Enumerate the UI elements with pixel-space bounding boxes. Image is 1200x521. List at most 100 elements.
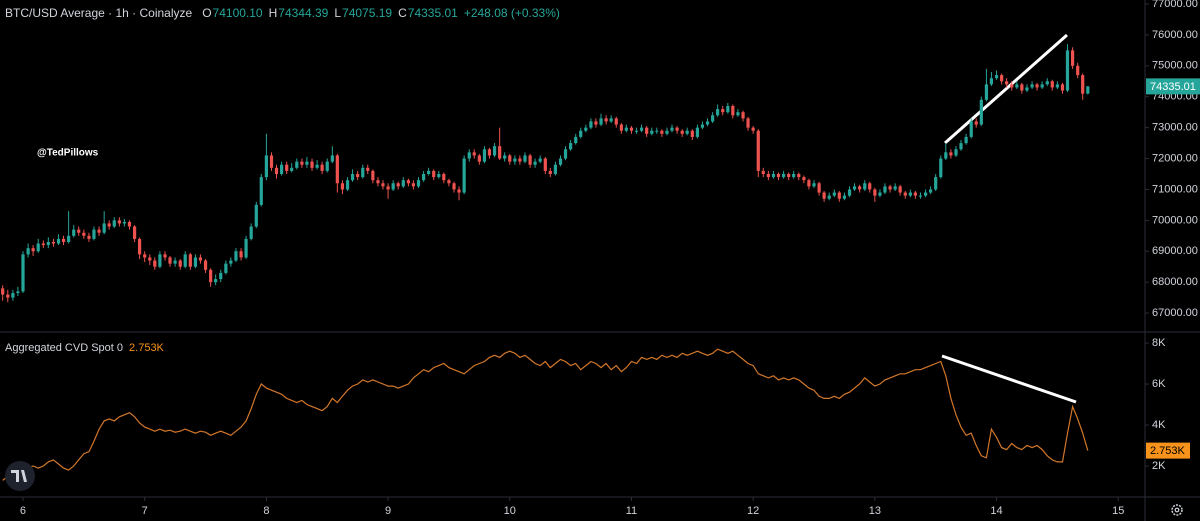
candle-body [604,118,608,122]
candle-body [776,173,781,178]
candle-body [731,106,735,116]
candle-body [381,183,385,187]
candle-body [168,257,172,264]
candle-body [690,130,694,137]
candle-body [705,121,710,125]
candle-body [908,192,912,196]
last-price-label: 74335.01 [1150,81,1196,93]
x-tick-label: 7 [142,505,148,517]
candle-body [158,254,162,267]
candle-body [198,257,203,261]
candle-body [619,124,623,131]
candle-body [888,186,892,190]
candle-body [574,136,578,144]
candle-body [320,164,324,171]
candle-body [315,164,319,168]
candle-body [107,223,111,227]
candle-body [660,130,664,134]
candle-body [802,177,806,181]
settings-button[interactable] [1171,504,1183,516]
candle-body [401,180,405,187]
x-tick-label: 15 [1112,505,1124,517]
candle-body [523,155,527,162]
y-tick-label: 4K [1152,419,1166,431]
candle-body [589,121,593,128]
candle-body [645,127,649,134]
candle-body [82,232,86,236]
candle-body [132,226,137,239]
candle-body [143,254,147,258]
candle-body [873,189,877,196]
candle-body [721,109,725,113]
legend-value: 74344.39 [278,6,328,20]
candle-body [781,173,786,178]
candle-body [1065,50,1070,91]
candle-body [650,130,654,134]
candle-body [178,260,182,267]
candle-body [1000,75,1004,82]
candle-body [827,195,831,199]
candle-body [700,124,705,128]
candle-body [209,269,213,283]
candle-body [994,75,999,79]
candle-body [87,235,91,239]
x-tick-label: 13 [869,505,881,517]
candle-body [487,149,492,156]
candle-body [1086,86,1090,94]
candle-body [127,221,132,227]
candle-body [51,241,56,244]
candle-body [67,235,71,242]
candle-body [579,130,583,137]
y-tick-label: 77000.00 [1152,0,1198,10]
candle-body [1025,87,1029,91]
candle-body [695,127,700,137]
candle-body [984,84,989,100]
candle-body [249,226,253,239]
y-tick-label: 69000.00 [1152,245,1198,257]
y-tick-label: 8K [1152,337,1166,349]
candle-body [837,192,841,199]
candle-body [16,291,20,293]
x-tick-label: 9 [385,505,391,517]
candle-body [553,164,558,174]
candle-body [492,146,497,156]
candle-body [1081,75,1085,94]
candle-body [1070,50,1075,66]
candle-body [832,192,836,196]
candle-body [432,170,436,178]
candle-body [812,183,816,187]
candle-body [569,143,573,150]
candle-body [391,183,395,190]
candle-body [503,155,507,159]
candle-body [376,180,380,184]
candle-body [442,173,446,181]
candle-body [746,118,750,128]
candle-body [726,106,730,113]
candle-body [989,78,994,85]
candle-body [285,164,289,171]
candle-body [148,257,152,261]
candle-body [918,195,923,197]
candle-body [898,186,902,193]
candle-body [259,177,263,205]
candle-body [203,260,208,270]
candle-body [1045,81,1049,85]
candle-body [928,189,933,193]
x-tick-label: 10 [504,505,516,517]
candle-body [822,192,826,199]
candle-body [72,229,76,236]
legend-label: O [202,6,211,20]
candle-body [868,183,872,190]
candle-body [634,130,639,132]
candle-body [305,161,309,165]
candle-body [787,173,791,178]
candle-body [61,238,66,242]
candle-body [335,155,339,184]
candle-body [274,167,279,174]
candle-body [711,115,715,122]
candle-body [883,186,887,193]
candle-body [163,254,167,258]
candle-body [356,173,360,178]
candle-body [842,195,847,199]
candle-body [239,251,243,258]
